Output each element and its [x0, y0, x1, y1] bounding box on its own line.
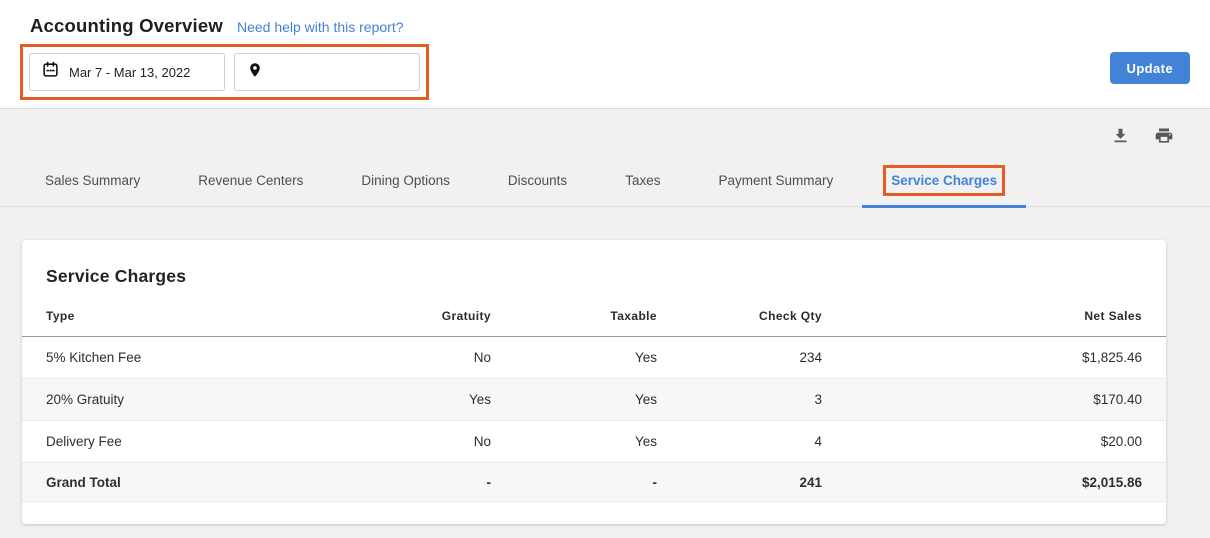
table-cell: Yes — [491, 420, 657, 463]
table-cell: Delivery Fee — [22, 420, 322, 463]
report-section: Sales Summary Revenue Centers Dining Optio… — [0, 108, 1210, 538]
table-cell: $20.00 — [822, 420, 1166, 463]
table-row: 20% Gratuity Yes Yes 3 $170.40 — [22, 378, 1166, 421]
column-header: Taxable — [491, 303, 657, 337]
print-icon[interactable] — [1154, 126, 1174, 146]
tab-dining-options[interactable]: Dining Options — [332, 162, 479, 206]
top-bar: Accounting Overview Need help with this … — [0, 0, 1210, 108]
tab-label: Revenue Centers — [198, 173, 304, 188]
table-cell: $1,825.46 — [822, 336, 1166, 379]
grand-total-cell: $2,015.86 — [822, 462, 1166, 502]
grand-total-cell: 241 — [657, 462, 822, 502]
grand-total-row: Grand Total - -241 $2,015.86 — [22, 462, 1166, 502]
tab-taxes[interactable]: Taxes — [596, 162, 689, 206]
table-cell: No — [322, 336, 491, 379]
table-cell: Yes — [491, 378, 657, 421]
document-actions — [0, 109, 1210, 146]
table-cell: No — [322, 420, 491, 463]
service-charges-card: Service Charges Type Gratuity Taxable Check… — [22, 240, 1166, 524]
tab-label: Payment Summary — [718, 173, 834, 188]
table-cell: 3 — [657, 378, 822, 421]
tab-discounts[interactable]: Discounts — [479, 162, 596, 206]
page-title: Accounting Overview — [30, 15, 223, 36]
location-pin-icon — [247, 61, 263, 84]
column-header: Gratuity — [322, 303, 491, 337]
table-cell: $170.40 — [822, 378, 1166, 421]
date-range-picker[interactable]: Mar 7 - Mar 13, 2022 — [29, 53, 225, 91]
table-cell: Yes — [322, 378, 491, 421]
update-button[interactable]: Update — [1109, 52, 1190, 84]
highlight-box-filters: Mar 7 - Mar 13, 2022 — [20, 44, 429, 100]
table-cell: 234 — [657, 336, 822, 379]
tab-label: Service Charges — [883, 165, 1006, 196]
tab-label: Sales Summary — [45, 173, 141, 188]
download-icon[interactable] — [1111, 126, 1130, 145]
table-row: Delivery Fee No Yes 4 $20.00 — [22, 420, 1166, 463]
tab-service-charges[interactable]: Service Charges — [862, 162, 1026, 208]
service-charges-table: Type Gratuity Taxable Check Qty Net Sales 5%… — [22, 303, 1166, 502]
tab-label: Taxes — [625, 173, 661, 188]
calendar-icon — [42, 61, 59, 83]
title-row: Accounting Overview Need help with this … — [0, 0, 1210, 37]
help-link[interactable]: Need help with this report? — [236, 19, 404, 35]
table-cell: 4 — [657, 420, 822, 463]
date-range-value: Mar 7 - Mar 13, 2022 — [69, 64, 191, 80]
tab-label: Dining Options — [361, 173, 450, 188]
table-cell: Yes — [491, 336, 657, 379]
column-header: Net Sales — [822, 303, 1166, 337]
tab-revenue-centers[interactable]: Revenue Centers — [169, 162, 332, 206]
table-row: 5% Kitchen Fee No Yes 234 $1,825.46 — [22, 336, 1166, 379]
grand-total-cell: - — [322, 462, 491, 502]
column-header: Type — [22, 303, 322, 337]
table-header-row: Type Gratuity Taxable Check Qty Net Sales — [22, 303, 1166, 337]
grand-total-cell: - — [491, 462, 657, 502]
column-header: Check Qty — [657, 303, 822, 337]
table-cell: 5% Kitchen Fee — [22, 336, 322, 379]
tab-sales-summary[interactable]: Sales Summary — [16, 162, 169, 206]
grand-total-cell: Grand Total — [22, 462, 322, 502]
tab-payment-summary[interactable]: Payment Summary — [689, 162, 862, 206]
table-cell: 20% Gratuity — [22, 378, 322, 421]
location-picker[interactable] — [234, 53, 420, 91]
card-title: Service Charges — [46, 266, 187, 286]
tab-label: Discounts — [507, 173, 568, 188]
report-tabs: Sales Summary Revenue Centers Dining Optio… — [0, 162, 1210, 208]
